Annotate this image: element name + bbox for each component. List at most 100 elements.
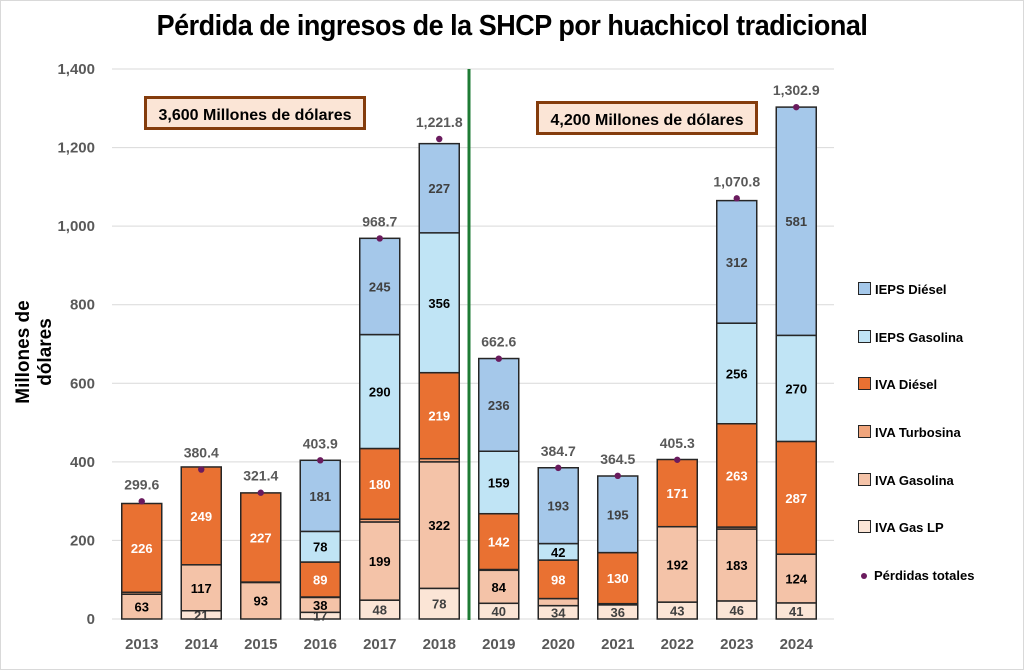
y-tick-label: 200 <box>70 532 95 549</box>
legend-marker-dot <box>861 573 867 579</box>
bar-segment <box>775 106 817 337</box>
total-marker <box>793 103 800 111</box>
bar-segment <box>656 458 698 528</box>
segment-label: 21 <box>194 608 208 623</box>
segment-label: 322 <box>428 518 450 533</box>
legend-item-ieps-gasolina: IEPS Gasolina <box>858 328 963 348</box>
segment-label: 192 <box>666 557 688 572</box>
legend-item-iva-gas-lp: IVA Gas LP <box>858 518 944 538</box>
y-tick-label: 1,400 <box>57 61 95 78</box>
segment-label: 42 <box>551 545 565 560</box>
segment-label: 93 <box>254 594 268 609</box>
x-tick-label: 2020 <box>542 636 575 653</box>
total-marker <box>198 466 205 473</box>
segment-label: 195 <box>607 507 629 522</box>
legend-item-iva-diesel: IVA Diésel <box>858 375 937 395</box>
y-tick-label: 800 <box>70 297 95 314</box>
segment-label: 78 <box>313 540 327 555</box>
segment-label: 89 <box>313 573 327 588</box>
segment-label: 38 <box>313 598 327 613</box>
total-marker <box>555 464 562 472</box>
segment-label: 227 <box>250 530 272 545</box>
y-tick-label: 600 <box>70 375 95 392</box>
segment-label: 124 <box>785 572 807 587</box>
total-label: 1,070.8 <box>713 173 760 189</box>
total-marker <box>674 456 681 463</box>
segment-label: 98 <box>551 572 565 587</box>
total-label: 968.7 <box>362 213 397 229</box>
legend-swatch <box>858 425 871 438</box>
segment-label: 581 <box>785 214 807 229</box>
segment-label: 312 <box>726 255 748 270</box>
chart-title: Pérdida de ingresos de la SHCP por huach… <box>156 10 868 42</box>
x-tick-label: 2023 <box>720 636 753 653</box>
bar-segment <box>716 199 758 324</box>
segment-label: 263 <box>726 468 748 483</box>
bar-segment <box>359 237 401 336</box>
bar-segment <box>537 597 579 607</box>
annotation-box-2019-2024: 4,200 Millones de dólares <box>536 101 758 135</box>
bar-segment <box>418 232 460 374</box>
total-marker <box>257 489 264 496</box>
segment-label: 142 <box>488 535 510 550</box>
segment-label: 181 <box>309 489 331 504</box>
x-tick-label: 2013 <box>125 636 158 653</box>
total-marker <box>317 457 324 464</box>
bar-segment <box>716 423 758 528</box>
x-tick-label: 2018 <box>423 636 456 653</box>
total-marker <box>614 472 621 480</box>
x-tick-label: 2017 <box>363 636 396 653</box>
total-marker <box>733 195 740 202</box>
y-tick-label: 1,200 <box>57 140 95 157</box>
legend-label: IEPS Gasolina <box>875 330 964 345</box>
segment-label: 199 <box>369 554 391 569</box>
segment-label: 356 <box>428 296 450 311</box>
bar-segment <box>716 322 758 425</box>
annotation-box-2013-2018: 3,600 Millones de dólares <box>144 96 366 130</box>
total-marker <box>138 498 145 505</box>
legend-item-perdidas-totales: Pérdidas totales <box>858 566 974 586</box>
segment-label: 183 <box>726 558 748 573</box>
legend-swatch <box>858 377 871 390</box>
bar-segment <box>418 142 460 234</box>
y-tick-label: 0 <box>87 611 95 628</box>
legend-label: Pérdidas totales <box>874 568 975 583</box>
bar-segment <box>478 569 520 605</box>
segment-label: 256 <box>726 366 748 381</box>
legend-item-ieps-diesel: IEPS Diésel <box>858 280 947 300</box>
bar-segment <box>418 461 460 590</box>
segment-label: 34 <box>551 605 566 620</box>
segment-label: 48 <box>373 603 387 618</box>
segment-label: 226 <box>131 541 153 556</box>
legend-item-iva-gasolina: IVA Gasolina <box>858 471 954 491</box>
x-tick-label: 2019 <box>482 636 515 653</box>
bar-segment <box>299 459 341 533</box>
segment-label: 46 <box>730 603 744 618</box>
segment-label: 287 <box>785 491 807 506</box>
legend-swatch <box>858 520 871 533</box>
legend-swatch <box>858 473 871 486</box>
bar-segment <box>597 551 639 605</box>
segment-label: 245 <box>369 279 391 294</box>
bar-segment <box>775 440 817 555</box>
bar-segment <box>716 528 758 602</box>
x-tick-label: 2024 <box>780 636 814 653</box>
segment-label: 43 <box>670 604 684 619</box>
bar-segment <box>121 593 163 620</box>
segment-label: 130 <box>607 571 629 586</box>
bar-segment <box>418 371 460 460</box>
segment-label: 171 <box>666 486 688 501</box>
total-label: 321.4 <box>243 468 278 484</box>
segment-label: 84 <box>492 580 507 595</box>
bar-segment <box>775 334 817 443</box>
total-label: 384.7 <box>541 443 576 459</box>
x-tick-label: 2021 <box>601 636 634 653</box>
total-marker <box>376 235 383 242</box>
x-tick-label: 2014 <box>185 636 219 653</box>
y-tick-label: 400 <box>70 454 95 471</box>
total-label: 380.4 <box>184 445 219 461</box>
segment-label: 78 <box>432 597 446 612</box>
legend-label: IVA Turbosina <box>875 425 961 440</box>
bar-segment <box>240 492 282 583</box>
segment-label: 236 <box>488 398 510 413</box>
